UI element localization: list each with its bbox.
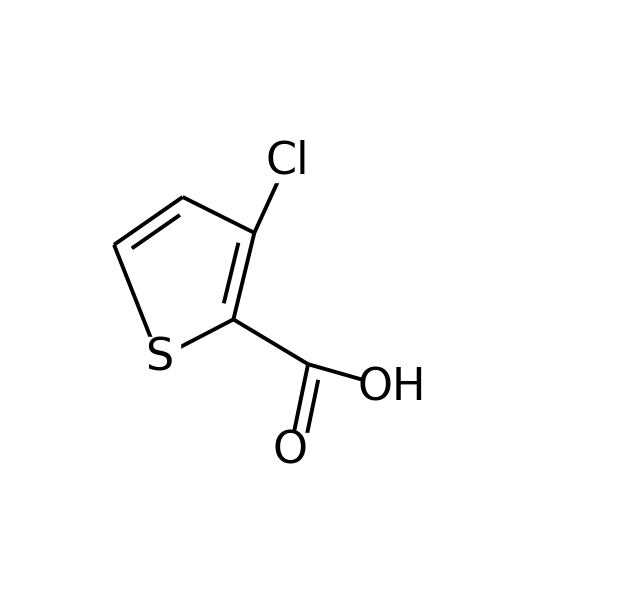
Text: OH: OH — [357, 367, 426, 410]
Text: S: S — [145, 337, 173, 380]
Bar — [362, 367, 422, 409]
Bar — [272, 433, 308, 469]
Bar — [138, 337, 180, 379]
Text: Cl: Cl — [266, 140, 309, 183]
Text: O: O — [273, 429, 308, 472]
Bar — [257, 140, 317, 182]
